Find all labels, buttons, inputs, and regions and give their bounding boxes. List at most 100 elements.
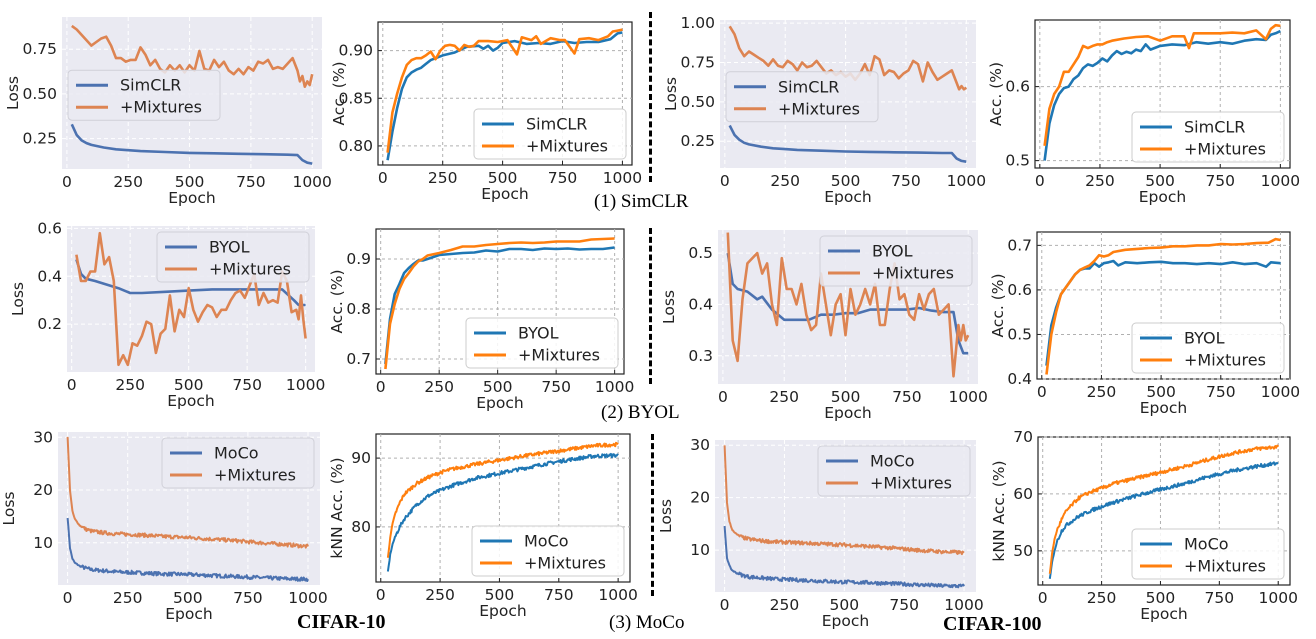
x-tick-label: 0 [376, 378, 386, 396]
y-axis-label: Loss [4, 76, 22, 110]
y-tick-label: 0.80 [338, 137, 373, 155]
y-tick-label: 0.4 [688, 295, 713, 313]
series-line-baseline [75, 259, 306, 307]
x-tick-label: 250 [770, 596, 800, 614]
x-tick-label: 750 [541, 378, 571, 396]
x-axis-label: Epoch [479, 602, 526, 620]
series-line-baseline [728, 124, 967, 163]
chart-byol-c10-acc: 0 250 500 750 1000 0.7 0.8 0.9 Epoch Acc. (%) BYOL… [328, 228, 634, 412]
series-line-mixtures [75, 231, 307, 367]
legend-label: +Mixtures [526, 137, 608, 156]
y-axis-label: kNN Acc. (%) [328, 457, 346, 558]
series-line-baseline [726, 252, 969, 355]
x-tick-label: 250 [1085, 172, 1115, 190]
legend-label: +Mixtures [1184, 557, 1266, 576]
chart-simclr-c10-acc: 0 250 500 750 1000 0.80 0.85 0.90 Epoch Acc. (%) S… [330, 21, 642, 203]
legend-label: MoCo [214, 444, 259, 463]
x-tick-label: 0 [67, 376, 77, 394]
legend-label: +Mixtures [778, 99, 860, 118]
x-axis-label: Epoch [1139, 188, 1186, 206]
y-axis-label: Acc. (%) [987, 62, 1005, 126]
y-tick-label: 0.3 [688, 347, 713, 365]
x-tick-label: 500 [830, 596, 860, 614]
y-axis-label: Loss [9, 282, 27, 316]
y-tick-label: 30 [690, 436, 710, 454]
x-tick-label: 250 [425, 586, 455, 604]
x-tick-label: 750 [1206, 383, 1236, 401]
chart-byol-c100-acc: 0 250 500 750 1000 0.4 0.5 0.6 0.7 Epoch Acc. (%) B… [989, 231, 1300, 417]
legend-label: +Mixtures [214, 466, 296, 485]
series-line-baseline [723, 525, 965, 589]
legend-label: SimCLR [526, 115, 587, 134]
x-axis-label: Epoch [1140, 399, 1187, 417]
x-tick-label: 750 [233, 589, 263, 607]
legend-label: +Mixtures [1184, 351, 1266, 370]
chart-simclr-c100-acc: 0 250 500 750 1000 0.5 0.6 Epoch Acc. (%) SimCLR +… [987, 19, 1300, 206]
series-line-mixtures [66, 436, 309, 549]
y-tick-label: 0.8 [346, 300, 371, 318]
legend-label: BYOL [1184, 329, 1225, 348]
y-tick-label: 0.7 [1007, 236, 1032, 254]
y-tick-label: 0.5 [1007, 325, 1032, 343]
y-tick-label: 1.00 [680, 14, 715, 32]
x-axis-label: Epoch [824, 188, 871, 206]
x-tick-label: 0 [1035, 172, 1045, 190]
x-tick-label: 250 [769, 388, 799, 406]
x-axis-label: Epoch [168, 189, 215, 207]
legend-label: MoCo [870, 452, 915, 471]
series-line-baseline [1043, 29, 1281, 161]
x-tick-label: 250 [1087, 383, 1117, 401]
x-tick-label: 500 [483, 378, 513, 396]
chart-moco-c10-loss: 0 250 500 750 1000 10 20 30 Epoch Loss MoCo +Mixtur… [0, 428, 328, 623]
x-axis-label: Epoch [165, 605, 212, 623]
y-axis-label: Loss [660, 290, 678, 324]
x-tick-label: 500 [831, 388, 861, 406]
x-tick-label: 1000 [595, 378, 634, 396]
x-tick-label: 250 [113, 589, 143, 607]
x-tick-label: 0 [718, 388, 728, 406]
x-tick-label: 750 [544, 586, 574, 604]
legend-label: +Mixtures [870, 474, 952, 493]
legend-label: +Mixtures [209, 260, 291, 279]
x-tick-label: 500 [175, 173, 205, 191]
y-tick-label: 0.6 [1005, 78, 1030, 96]
x-tick-label: 1000 [292, 173, 331, 191]
x-axis-label: Epoch [822, 612, 869, 630]
y-tick-label: 60 [1013, 485, 1033, 503]
legend-label: SimCLR [778, 77, 839, 96]
chart-simclr-c100-loss: 0 250 500 750 1000 0.25 0.50 0.75 1.00 Epoch Loss S… [662, 14, 986, 206]
legend-label: MoCo [1184, 535, 1229, 554]
y-tick-label: 0.50 [22, 85, 57, 103]
y-tick-label: 0.90 [338, 42, 373, 60]
x-axis-label: Epoch [167, 392, 214, 410]
caption-simclr: (1) SimCLR [594, 191, 689, 212]
series-line-mixtures [71, 24, 314, 88]
x-tick-label: 750 [891, 172, 921, 190]
chart-moco-c100-acc: 0 250 500 750 1000 50 60 70 Epoch kNN Acc. (%) MoC… [990, 428, 1298, 623]
y-tick-label: 90 [351, 449, 371, 467]
y-tick-label: 0.75 [22, 40, 57, 58]
y-tick-label: 0.5 [1005, 152, 1030, 170]
y-tick-label: 0.85 [338, 89, 373, 107]
x-tick-label: 0 [376, 586, 386, 604]
separator-row2 [649, 228, 652, 384]
legend-label: BYOL [518, 324, 559, 343]
x-tick-label: 0 [378, 169, 388, 187]
y-axis-label: Acc. (%) [328, 269, 346, 333]
legend-label: SimCLR [1184, 118, 1245, 137]
x-tick-label: 500 [173, 589, 203, 607]
x-tick-label: 750 [548, 169, 578, 187]
x-tick-label: 500 [485, 586, 515, 604]
x-tick-label: 500 [1145, 172, 1175, 190]
x-tick-label: 1000 [1261, 383, 1300, 401]
legend-label: +Mixtures [120, 98, 202, 117]
series-line-mixtures [386, 28, 623, 153]
x-tick-label: 750 [1205, 589, 1235, 607]
x-tick-label: 250 [115, 376, 145, 394]
chart-simclr-c10-loss: 0 250 500 750 1000 0.25 0.50 0.75 Epoch Loss SimCL… [4, 17, 332, 207]
y-tick-label: 0.4 [37, 267, 62, 285]
y-axis-label: Acc. (%) [989, 273, 1007, 337]
legend-label: +Mixtures [524, 554, 606, 573]
y-tick-label: 30 [33, 428, 53, 446]
x-tick-label: 750 [889, 596, 919, 614]
